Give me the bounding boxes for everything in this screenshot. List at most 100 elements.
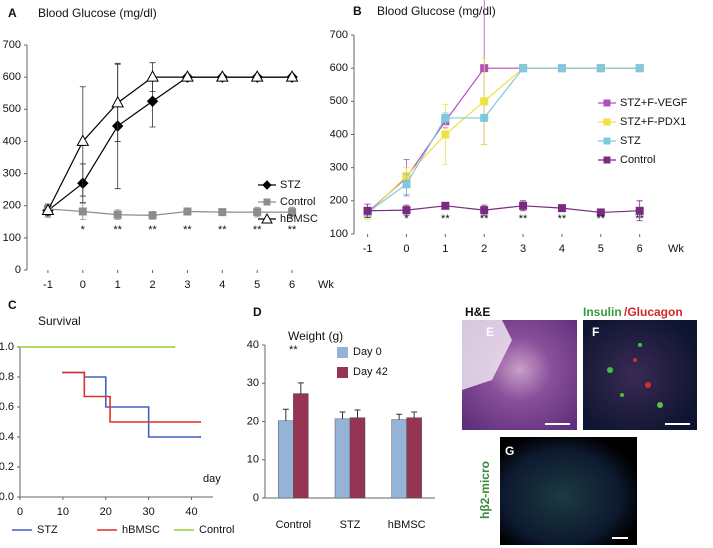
legend-label: Day 0 [353, 346, 382, 358]
marker [441, 113, 450, 122]
image-letter: G [505, 444, 514, 458]
y-tick-label: 500 [3, 103, 21, 115]
y-tick-label: 0.4 [0, 431, 14, 443]
image-caption: H&E [465, 305, 490, 319]
significance: ** [253, 224, 262, 236]
y-tick-label: 1.0 [0, 341, 14, 353]
legend-swatch [337, 367, 348, 378]
legend-label: Control [620, 154, 655, 166]
y-tick-label: 300 [3, 167, 21, 179]
bar [391, 419, 407, 499]
series-line [367, 205, 640, 214]
x-tick-label: 1 [115, 279, 121, 291]
y-tick-label: 100 [330, 228, 348, 240]
y-tick-label: 200 [3, 200, 21, 212]
x-tick-label: 3 [520, 243, 526, 255]
x-axis-label: Wk [318, 279, 334, 291]
chart-title: Weight (g) [288, 329, 343, 343]
significance: ** [480, 213, 489, 225]
panel-letter: C [8, 298, 17, 312]
error-bar [297, 382, 304, 394]
error-bar [282, 408, 289, 421]
marker [183, 207, 192, 216]
marker [285, 70, 299, 82]
significance: ** [113, 224, 122, 236]
image-caption: Insulin [583, 305, 622, 319]
image-letter: E [486, 325, 494, 339]
legend-label: Control [280, 196, 315, 208]
marker [596, 208, 605, 217]
marker [76, 134, 90, 146]
marker [250, 70, 264, 82]
legend-marker [603, 118, 611, 126]
legend-label: Day 42 [353, 366, 388, 378]
y-tick-label: 0 [15, 264, 21, 276]
y-tick-label: 500 [330, 95, 348, 107]
marker [441, 201, 450, 210]
image-letter: F [592, 325, 599, 339]
chart-title: Blood Glucose (mg/dl) [38, 6, 157, 20]
legend-label: STZ+F-PDX1 [620, 116, 686, 128]
y-tick-label: 40 [247, 339, 259, 351]
legend-marker [603, 156, 611, 164]
marker [635, 64, 644, 73]
panel-letter: A [8, 6, 17, 20]
x-tick-label: 10 [57, 506, 69, 518]
x-tick-label: 4 [219, 279, 225, 291]
marker [181, 70, 194, 82]
y-tick-label: 300 [330, 162, 348, 174]
significance: * [81, 224, 86, 236]
significance: ** [519, 213, 528, 225]
panel-letter: D [253, 305, 262, 319]
legend-label: STZ [37, 524, 58, 536]
x-tick-label: 0 [403, 243, 409, 255]
error-bar [396, 413, 403, 420]
x-tick-label: 2 [481, 243, 487, 255]
y-tick-label: 30 [247, 377, 259, 389]
significance: ** [288, 224, 297, 236]
significance: ** [183, 224, 192, 236]
marker [146, 95, 159, 107]
x-axis-label: day [203, 473, 221, 485]
legend-label: STZ+F-VEGF [620, 97, 688, 109]
image-e-bg [462, 320, 512, 390]
x-tick-label: 6 [289, 279, 295, 291]
x-tick-label: 40 [185, 506, 197, 518]
legend-marker [262, 180, 272, 190]
x-tick-label: -1 [43, 279, 53, 291]
marker [146, 70, 159, 82]
significance: ** [597, 213, 606, 225]
y-tick-label: 100 [3, 232, 21, 244]
y-tick-label: 700 [330, 29, 348, 41]
y-tick-label: 700 [3, 39, 21, 51]
panel-letter: B [353, 4, 362, 18]
x-tick-label: 0 [17, 506, 23, 518]
marker [480, 97, 489, 106]
image-f [583, 320, 697, 430]
significance: ** [289, 344, 298, 356]
x-tick-label: 30 [143, 506, 155, 518]
x-axis-label: Wk [668, 243, 684, 255]
x-tick-label: 4 [559, 243, 565, 255]
y-tick-label: 600 [3, 71, 21, 83]
marker [402, 180, 411, 189]
legend-label: hBMSC [122, 524, 160, 536]
bar [293, 393, 309, 499]
bar [406, 417, 422, 499]
x-tick-label: Control [276, 519, 311, 531]
marker [113, 210, 122, 219]
x-tick-label: 2 [149, 279, 155, 291]
marker [148, 211, 157, 220]
bar [334, 418, 351, 499]
series-line [367, 67, 640, 213]
legend-label: STZ [620, 135, 641, 147]
legend-swatch [337, 347, 348, 358]
series-line [47, 76, 293, 211]
bar [278, 420, 294, 499]
image-caption: hβ2-micro [478, 461, 492, 519]
legend-label: STZ [280, 179, 301, 191]
significance: ** [635, 213, 644, 225]
image-f-cells [607, 343, 663, 408]
marker [596, 64, 605, 73]
marker [557, 204, 566, 213]
